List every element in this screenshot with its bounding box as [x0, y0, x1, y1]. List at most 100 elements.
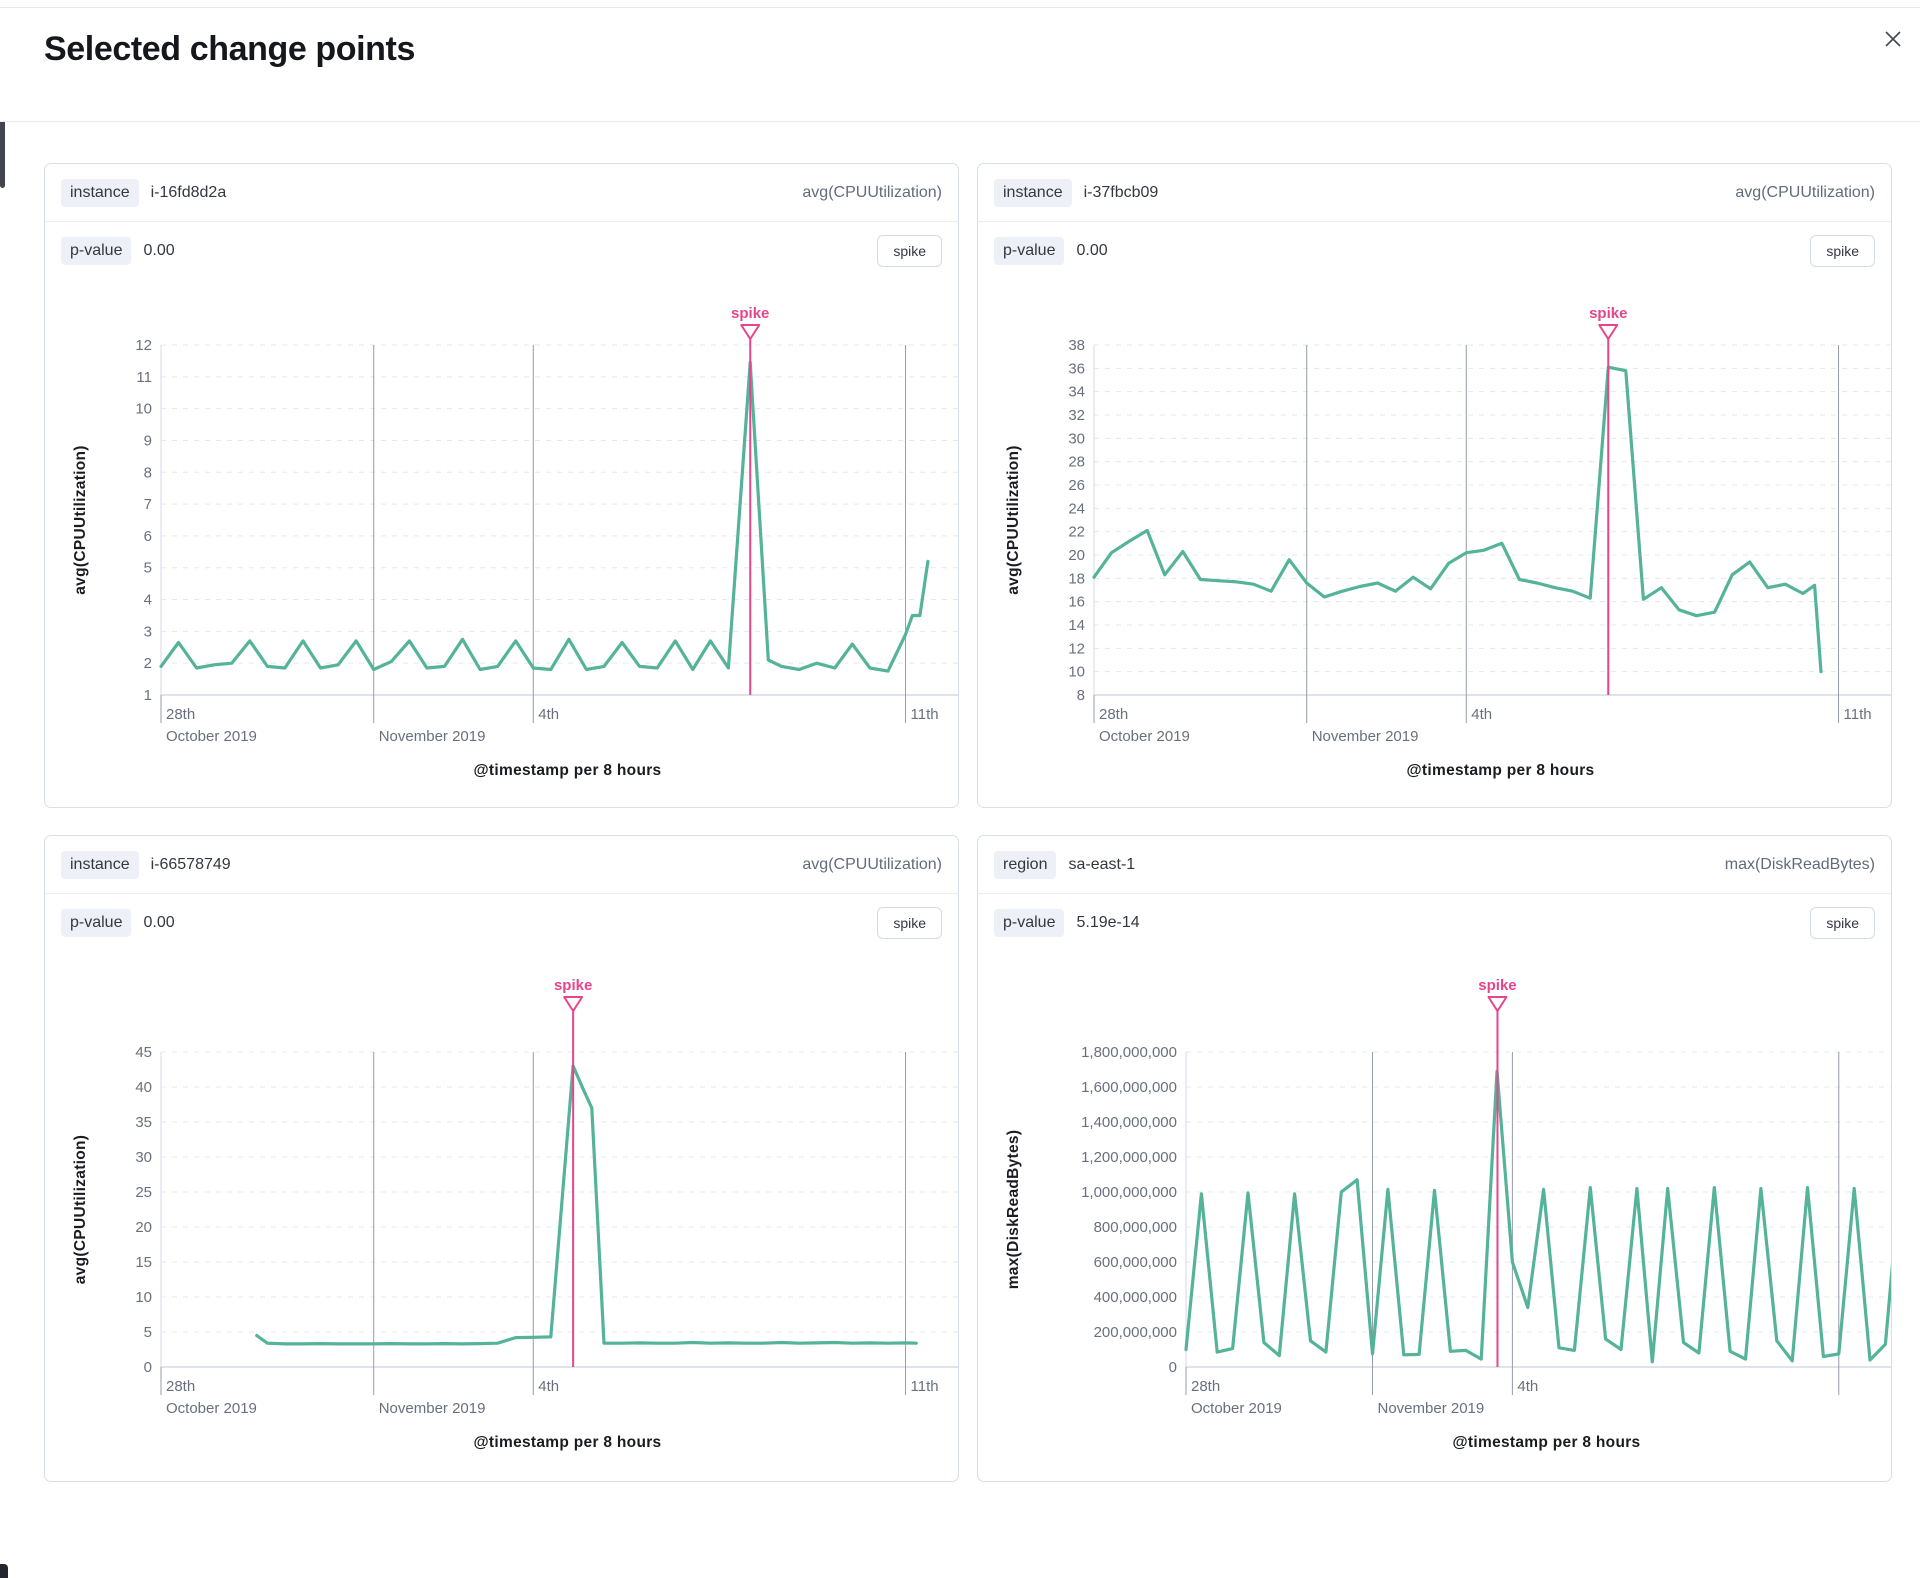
- svg-text:28th: 28th: [166, 1378, 195, 1395]
- p-value-group: p-value 0.00: [61, 237, 175, 265]
- svg-text:11th: 11th: [911, 1378, 939, 1395]
- svg-text:28th: 28th: [1099, 706, 1128, 723]
- close-button[interactable]: [1876, 22, 1910, 56]
- svg-text:@timestamp per 8 hours: @timestamp per 8 hours: [474, 762, 662, 779]
- svg-text:28: 28: [1068, 454, 1085, 471]
- field-name-badge: region: [994, 850, 1057, 879]
- svg-text:November 2019: November 2019: [379, 1400, 486, 1417]
- svg-text:11: 11: [136, 369, 152, 386]
- change-point-type-button[interactable]: spike: [1810, 235, 1875, 267]
- change-point-type-button[interactable]: spike: [877, 907, 942, 939]
- svg-text:10: 10: [135, 401, 152, 418]
- svg-text:38: 38: [1068, 337, 1085, 354]
- change-point-type-button[interactable]: spike: [877, 235, 942, 267]
- svg-text:avg(CPUUtilization): avg(CPUUtilization): [72, 445, 89, 595]
- svg-text:15: 15: [135, 1254, 152, 1271]
- field-name-badge: instance: [61, 850, 139, 879]
- svg-text:45: 45: [135, 1044, 152, 1061]
- svg-text:1,000,000,000: 1,000,000,000: [1081, 1184, 1177, 1201]
- svg-text:35: 35: [135, 1114, 152, 1131]
- svg-text:4th: 4th: [538, 706, 559, 723]
- svg-text:7: 7: [144, 496, 152, 513]
- svg-text:1,400,000,000: 1,400,000,000: [1081, 1114, 1177, 1131]
- svg-text:25: 25: [135, 1184, 152, 1201]
- svg-text:9: 9: [144, 432, 152, 449]
- svg-text:November 2019: November 2019: [1312, 728, 1419, 745]
- chart-container: 8 10 12 14 16 18 20 22 24 26 28 30 32 34 36 38 28th Octob…: [978, 280, 1891, 780]
- field-value: i-16fd8d2a: [150, 183, 227, 201]
- svg-text:26: 26: [1068, 477, 1085, 494]
- app-background-artifact: [0, 1564, 8, 1578]
- svg-text:36: 36: [1068, 360, 1085, 377]
- change-point-type-button[interactable]: spike: [1810, 907, 1875, 939]
- svg-text:November 2019: November 2019: [1378, 1400, 1485, 1417]
- p-value-badge: p-value: [994, 237, 1065, 265]
- svg-text:4th: 4th: [538, 1378, 559, 1395]
- svg-text:0: 0: [1169, 1359, 1177, 1376]
- svg-text:avg(CPUUtilization): avg(CPUUtilization): [72, 1135, 89, 1285]
- split-field-group: instance i-37fbcb09: [994, 178, 1159, 207]
- svg-text:30: 30: [135, 1149, 152, 1166]
- svg-text:12: 12: [135, 337, 152, 354]
- svg-text:@timestamp per 8 hours: @timestamp per 8 hours: [474, 1434, 662, 1451]
- field-name-badge: instance: [61, 178, 139, 207]
- svg-text:600,000,000: 600,000,000: [1094, 1254, 1177, 1271]
- svg-text:1,600,000,000: 1,600,000,000: [1081, 1079, 1177, 1096]
- svg-text:0: 0: [144, 1359, 152, 1376]
- p-value-row: p-value 0.00 spike: [45, 222, 958, 280]
- change-point-chart[interactable]: 0 200,000,000 400,000,000 600,000,000 800,00…: [994, 952, 1892, 1452]
- svg-text:October 2019: October 2019: [166, 728, 257, 745]
- change-point-card: instance i-66578749 avg(CPUUtilization) …: [44, 835, 959, 1482]
- svg-text:max(DiskReadBytes): max(DiskReadBytes): [1005, 1130, 1022, 1290]
- svg-text:28th: 28th: [166, 706, 195, 723]
- svg-text:20: 20: [135, 1219, 152, 1236]
- svg-text:4: 4: [144, 592, 152, 609]
- split-field-group: instance i-66578749: [61, 850, 231, 879]
- modal-header: Selected change points: [0, 8, 1920, 122]
- svg-text:14: 14: [1068, 617, 1085, 634]
- svg-text:34: 34: [1068, 384, 1085, 401]
- metric-label: avg(CPUUtilization): [802, 183, 942, 201]
- split-field-group: instance i-16fd8d2a: [61, 178, 227, 207]
- change-point-chart[interactable]: 0 5 10 15 20 25 30 35 40 45 28th October 2019 Novemb…: [61, 952, 959, 1452]
- field-value: sa-east-1: [1068, 855, 1136, 873]
- svg-text:10: 10: [135, 1289, 152, 1306]
- svg-text:200,000,000: 200,000,000: [1094, 1324, 1177, 1341]
- svg-text:5: 5: [144, 560, 152, 577]
- change-point-card: instance i-37fbcb09 avg(CPUUtilization) …: [977, 163, 1892, 808]
- svg-text:avg(CPUUtilization): avg(CPUUtilization): [1005, 445, 1022, 595]
- svg-text:2: 2: [144, 655, 152, 672]
- split-field-group: region sa-east-1: [994, 850, 1136, 879]
- change-point-cards-grid: instance i-16fd8d2a avg(CPUUtilization) …: [44, 163, 1892, 1482]
- change-point-card: region sa-east-1 max(DiskReadBytes) p-va…: [977, 835, 1892, 1482]
- svg-text:October 2019: October 2019: [1191, 1400, 1282, 1417]
- svg-text:1,800,000,000: 1,800,000,000: [1081, 1044, 1177, 1061]
- svg-text:32: 32: [1068, 407, 1085, 424]
- change-point-chart[interactable]: 8 10 12 14 16 18 20 22 24 26 28 30 32 34 36 38 28th Octob…: [994, 280, 1892, 780]
- svg-text:40: 40: [135, 1079, 152, 1096]
- p-value: 5.19e-14: [1076, 914, 1140, 931]
- svg-text:30: 30: [1068, 430, 1085, 447]
- p-value: 0.00: [143, 914, 175, 931]
- svg-text:22: 22: [1068, 524, 1085, 541]
- svg-text:spike: spike: [731, 305, 769, 322]
- chart-container: 0 5 10 15 20 25 30 35 40 45 28th October 2019 Novemb…: [45, 952, 958, 1452]
- p-value-group: p-value 5.19e-14: [994, 909, 1140, 937]
- svg-text:November 2019: November 2019: [379, 728, 486, 745]
- svg-text:spike: spike: [1478, 977, 1516, 994]
- svg-text:8: 8: [144, 464, 152, 481]
- p-value-row: p-value 0.00 spike: [45, 894, 958, 952]
- svg-text:400,000,000: 400,000,000: [1094, 1289, 1177, 1306]
- metric-label: avg(CPUUtilization): [802, 855, 942, 873]
- svg-text:18: 18: [1068, 570, 1085, 587]
- svg-text:3: 3: [144, 623, 152, 640]
- svg-text:10: 10: [1068, 664, 1085, 681]
- field-name-badge: instance: [994, 178, 1072, 207]
- svg-text:11th: 11th: [1844, 706, 1872, 723]
- svg-text:6: 6: [144, 528, 152, 545]
- p-value: 0.00: [143, 242, 175, 259]
- svg-text:October 2019: October 2019: [166, 1400, 257, 1417]
- field-value: i-37fbcb09: [1083, 183, 1159, 201]
- page-top-border: [0, 7, 1920, 8]
